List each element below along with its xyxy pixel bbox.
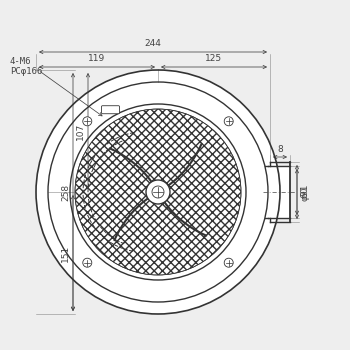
Circle shape	[224, 258, 233, 267]
Circle shape	[83, 258, 92, 267]
Circle shape	[146, 180, 170, 204]
Text: 244: 244	[145, 39, 161, 48]
Circle shape	[224, 117, 233, 126]
FancyBboxPatch shape	[102, 106, 119, 114]
Text: PCφ166: PCφ166	[10, 68, 42, 77]
Text: 8: 8	[277, 145, 283, 154]
Circle shape	[75, 109, 241, 275]
Text: φ91: φ91	[300, 183, 309, 201]
Text: 258: 258	[61, 183, 70, 201]
Text: 4-M6: 4-M6	[10, 57, 32, 66]
Text: 119: 119	[88, 54, 106, 63]
Text: 125: 125	[205, 54, 223, 63]
Text: 151: 151	[61, 244, 70, 262]
FancyBboxPatch shape	[268, 166, 290, 218]
Circle shape	[83, 117, 92, 126]
Text: 107: 107	[76, 122, 85, 140]
Circle shape	[36, 70, 280, 314]
Text: 60: 60	[300, 186, 309, 198]
Circle shape	[152, 186, 164, 198]
